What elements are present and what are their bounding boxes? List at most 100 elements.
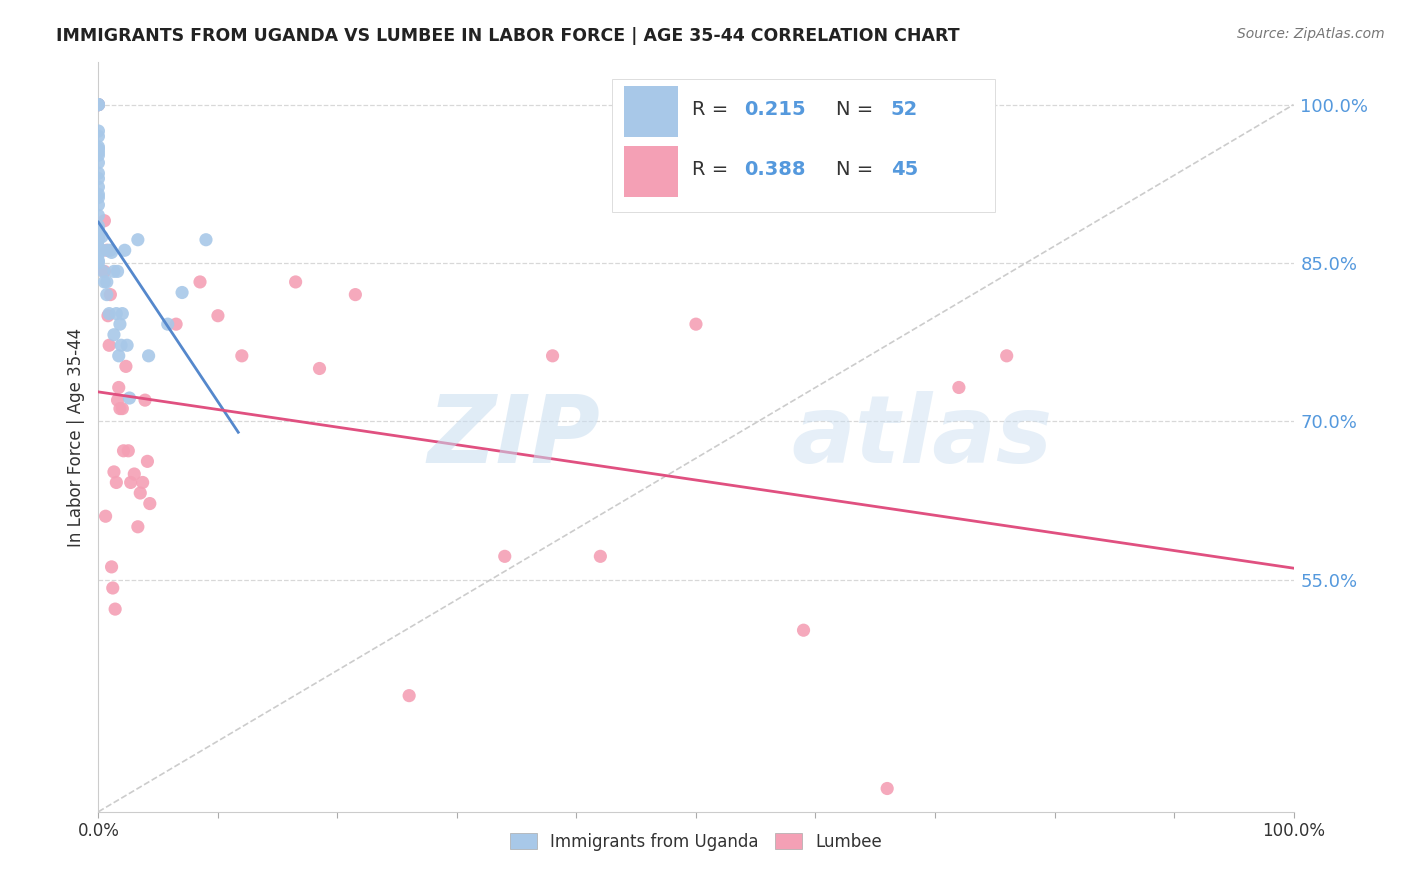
Point [127, 520, 149, 534]
Point [87, 140, 110, 154]
FancyBboxPatch shape [624, 146, 678, 197]
Text: 0.388: 0.388 [744, 160, 806, 179]
Point [120, 475, 142, 490]
Point [541, 349, 564, 363]
Point [87, 97, 110, 112]
Point [115, 338, 138, 352]
Point [115, 359, 138, 374]
Point [195, 233, 218, 247]
Point [188, 275, 211, 289]
Point [114, 244, 136, 258]
Point [107, 393, 129, 408]
Point [87, 240, 110, 254]
Text: atlas: atlas [792, 391, 1053, 483]
Point [100, 560, 122, 574]
Point [948, 380, 970, 394]
Point [87, 233, 110, 247]
Point [131, 475, 153, 490]
Point [87, 253, 110, 268]
Point [87, 97, 110, 112]
Text: 45: 45 [891, 160, 918, 179]
Point [172, 285, 194, 300]
Point [308, 361, 330, 376]
Text: R =: R = [692, 100, 735, 120]
Point [100, 245, 122, 260]
Point [98, 307, 121, 321]
Point [124, 467, 146, 481]
Point [87, 180, 110, 194]
Point [87, 97, 110, 112]
Point [87, 198, 110, 212]
Text: Source: ZipAtlas.com: Source: ZipAtlas.com [1237, 27, 1385, 41]
Point [284, 275, 307, 289]
Point [111, 307, 134, 321]
Point [110, 338, 132, 352]
Point [87, 244, 110, 258]
Text: N =: N = [835, 100, 879, 120]
Point [93, 213, 115, 227]
Point [96, 275, 118, 289]
Point [231, 349, 253, 363]
Point [87, 222, 110, 236]
Point [107, 264, 129, 278]
Point [494, 549, 516, 564]
Point [87, 187, 110, 202]
FancyBboxPatch shape [613, 78, 995, 212]
Point [127, 233, 149, 247]
Point [98, 244, 122, 258]
Point [136, 454, 159, 468]
Point [91, 244, 114, 258]
Point [112, 443, 135, 458]
Text: 52: 52 [891, 100, 918, 120]
Point [94, 509, 117, 524]
Point [87, 142, 110, 156]
Point [165, 317, 187, 331]
Point [87, 129, 110, 144]
Point [995, 349, 1018, 363]
Text: N =: N = [835, 160, 879, 179]
Text: IMMIGRANTS FROM UGANDA VS LUMBEE IN LABOR FORCE | AGE 35-44 CORRELATION CHART: IMMIGRANTS FROM UGANDA VS LUMBEE IN LABO… [56, 27, 960, 45]
Point [87, 97, 110, 112]
Point [138, 349, 160, 363]
Point [87, 166, 110, 180]
Point [101, 581, 124, 595]
Point [96, 244, 118, 258]
Point [139, 497, 162, 511]
Point [87, 124, 110, 138]
Point [87, 97, 110, 112]
Point [98, 287, 122, 301]
Point [103, 327, 125, 342]
Point [97, 309, 120, 323]
Point [87, 145, 110, 160]
Point [93, 275, 115, 289]
Point [105, 307, 128, 321]
FancyBboxPatch shape [624, 87, 678, 137]
Point [103, 465, 125, 479]
Text: ZIP: ZIP [427, 391, 600, 483]
Point [105, 475, 128, 490]
Point [118, 391, 141, 405]
Point [91, 264, 114, 278]
Point [87, 247, 110, 261]
Point [108, 317, 131, 331]
Point [134, 393, 156, 408]
Point [104, 602, 127, 616]
Point [87, 171, 110, 186]
Point [87, 155, 110, 169]
Point [344, 287, 367, 301]
Point [207, 309, 229, 323]
Point [93, 264, 115, 278]
Point [87, 148, 110, 162]
Point [96, 287, 118, 301]
Point [91, 229, 114, 244]
Point [98, 338, 121, 352]
Y-axis label: In Labor Force | Age 35-44: In Labor Force | Age 35-44 [66, 327, 84, 547]
Text: 0.215: 0.215 [744, 100, 806, 120]
Point [87, 229, 110, 244]
Point [685, 317, 707, 331]
Point [589, 549, 612, 564]
Point [103, 264, 125, 278]
Point [108, 401, 131, 416]
Point [876, 781, 898, 796]
Legend: Immigrants from Uganda, Lumbee: Immigrants from Uganda, Lumbee [503, 826, 889, 857]
